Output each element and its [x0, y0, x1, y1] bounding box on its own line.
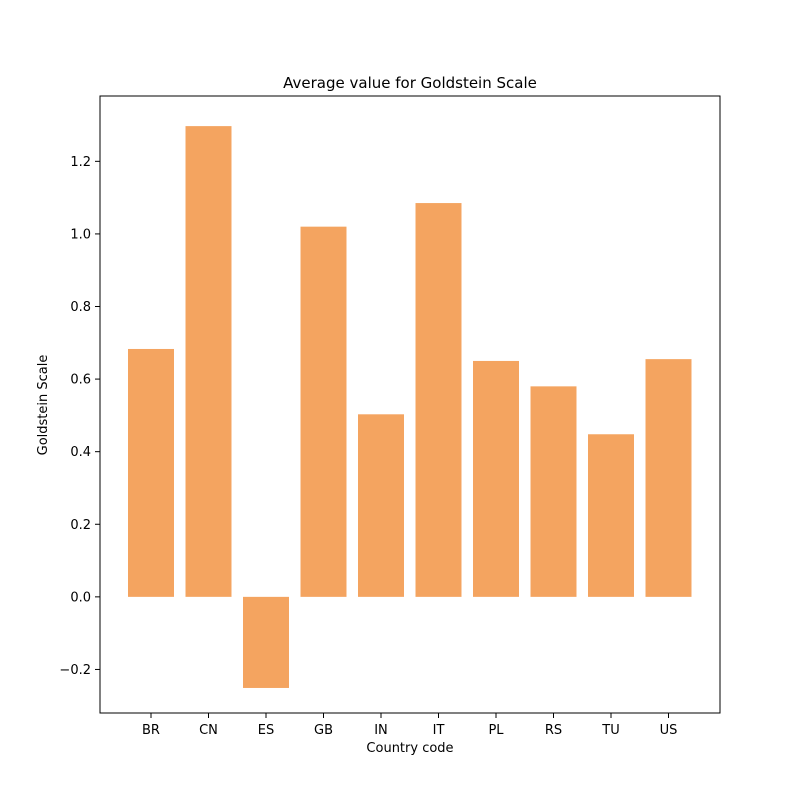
plot-frame — [99, 95, 721, 714]
bar-it — [415, 203, 462, 597]
y-tick-label: −0.2 — [59, 663, 91, 678]
x-axis: BR CN ES GB IN IT PL RS TU US — [142, 713, 677, 738]
x-tick-label-br: BR — [142, 723, 160, 738]
y-axis: −0.2 0.0 0.2 0.4 0.6 0.8 1.0 1.2 — [59, 155, 100, 678]
x-tick-label-gb: GB — [314, 723, 333, 738]
bar-gb — [300, 226, 347, 597]
bar-rs — [530, 386, 577, 597]
x-tick-label-pl: PL — [488, 723, 504, 738]
chart-title: Average value for Goldstein Scale — [283, 74, 537, 92]
y-tick-label: 0.2 — [70, 518, 91, 533]
y-tick-label: 1.2 — [70, 155, 91, 170]
y-tick-label: 0.8 — [70, 300, 91, 315]
bar-us — [645, 359, 692, 597]
x-tick-label-it: IT — [433, 723, 445, 738]
bar-in — [358, 414, 404, 597]
y-tick-label: 1.0 — [70, 227, 91, 242]
x-tick-label-in: IN — [374, 723, 388, 738]
y-tick-label: 0.4 — [70, 445, 91, 460]
y-tick-label: 0.0 — [70, 590, 91, 605]
bar-br — [128, 348, 174, 597]
bar-cn — [185, 126, 232, 597]
bar-group — [128, 126, 692, 688]
bar-pl — [473, 360, 519, 597]
bar-tu — [588, 434, 634, 597]
x-tick-label-us: US — [660, 723, 678, 738]
x-tick-label-tu: TU — [601, 723, 619, 738]
y-axis-label: Goldstein Scale — [36, 355, 51, 456]
x-axis-label: Country code — [366, 741, 453, 756]
y-tick-label: 0.6 — [70, 373, 91, 388]
x-tick-label-rs: RS — [545, 723, 562, 738]
x-tick-label-es: ES — [258, 723, 274, 738]
bar-es — [243, 596, 289, 688]
x-tick-label-cn: CN — [199, 723, 218, 738]
